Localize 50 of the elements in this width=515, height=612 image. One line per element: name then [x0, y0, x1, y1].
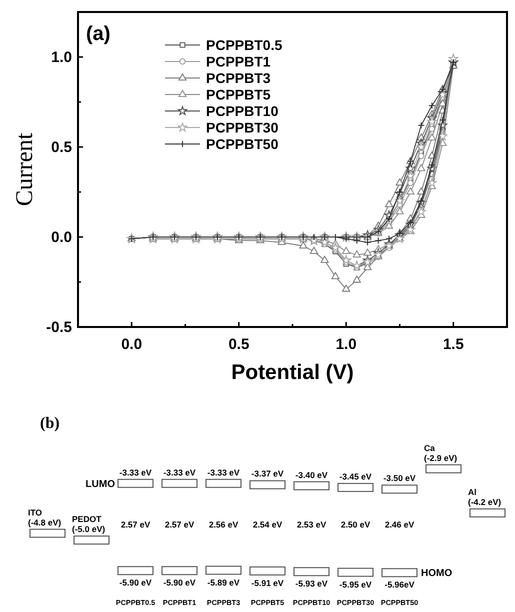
x-tick-label: 1.0 — [336, 336, 357, 353]
y-tick-label: 0.0 — [51, 229, 72, 246]
data-label: (-5.0 eV) — [72, 524, 106, 534]
data-label: -5.96eV — [384, 580, 415, 590]
data-label: -5.91 eV — [251, 578, 284, 588]
data-label: -3.33 eV — [119, 467, 152, 478]
y-axis-title: Current — [12, 132, 38, 206]
text: 2.56 eV — [208, 520, 238, 530]
data-label: -5.90 eV — [119, 578, 152, 588]
category-label: PEDOT — [72, 514, 102, 524]
text: 2.46 eV — [384, 520, 414, 530]
x-tick-label: 1.5 — [442, 336, 464, 353]
text: 2.57 eV — [120, 520, 150, 530]
y-tick-label: 1.0 — [51, 49, 72, 66]
category-label: Ca — [424, 442, 436, 453]
text: (b) — [40, 415, 60, 432]
text: 2.54 eV — [252, 520, 282, 530]
x-axis-title: Potential (V) — [231, 361, 354, 384]
text: 2.53 eV — [296, 520, 326, 530]
data-label: -5.93 eV — [295, 578, 328, 589]
y-tick-label: 0.5 — [51, 139, 72, 156]
data-label: -5.95 eV — [339, 579, 372, 590]
data-label: -3.37 eV — [251, 468, 284, 479]
legend-label: PCPPBT10 — [206, 103, 279, 119]
x-tick-label: 0.0 — [121, 336, 142, 353]
data-label: -3.33 eV — [163, 467, 196, 478]
data-label: -3.50 eV — [383, 473, 416, 484]
text: LUMO — [86, 478, 116, 490]
legend-label: PCPPBT1 — [206, 54, 271, 70]
legend-label: PCPPBT3 — [206, 70, 271, 86]
data-label: -5.89 eV — [207, 577, 240, 588]
text: 2.50 eV — [340, 520, 370, 530]
text: 2.57 eV — [164, 520, 194, 530]
data-label: (-2.9 eV) — [424, 452, 458, 463]
data-label: (-4.2 eV) — [468, 496, 502, 507]
legend-label: PCPPBT0.5 — [206, 37, 282, 53]
x-tick-label: 0.5 — [228, 336, 250, 353]
data-label: (-4.8 eV) — [28, 517, 62, 528]
data-label: -5.90 eV — [163, 578, 196, 588]
data-label: -3.33 eV — [207, 467, 240, 478]
text: (a) — [86, 23, 110, 45]
legend-label: PCPPBT50 — [206, 136, 279, 152]
data-label: -3.45 eV — [339, 471, 372, 482]
y-tick-label: -0.5 — [46, 319, 72, 336]
data-label: -3.40 eV — [295, 470, 328, 480]
category-label: ITO — [28, 507, 42, 518]
legend-label: PCPPBT30 — [206, 120, 279, 136]
legend-label: HOMO — [421, 568, 452, 580]
category-label: Al — [468, 486, 476, 497]
legend-label: PCPPBT5 — [206, 86, 271, 102]
